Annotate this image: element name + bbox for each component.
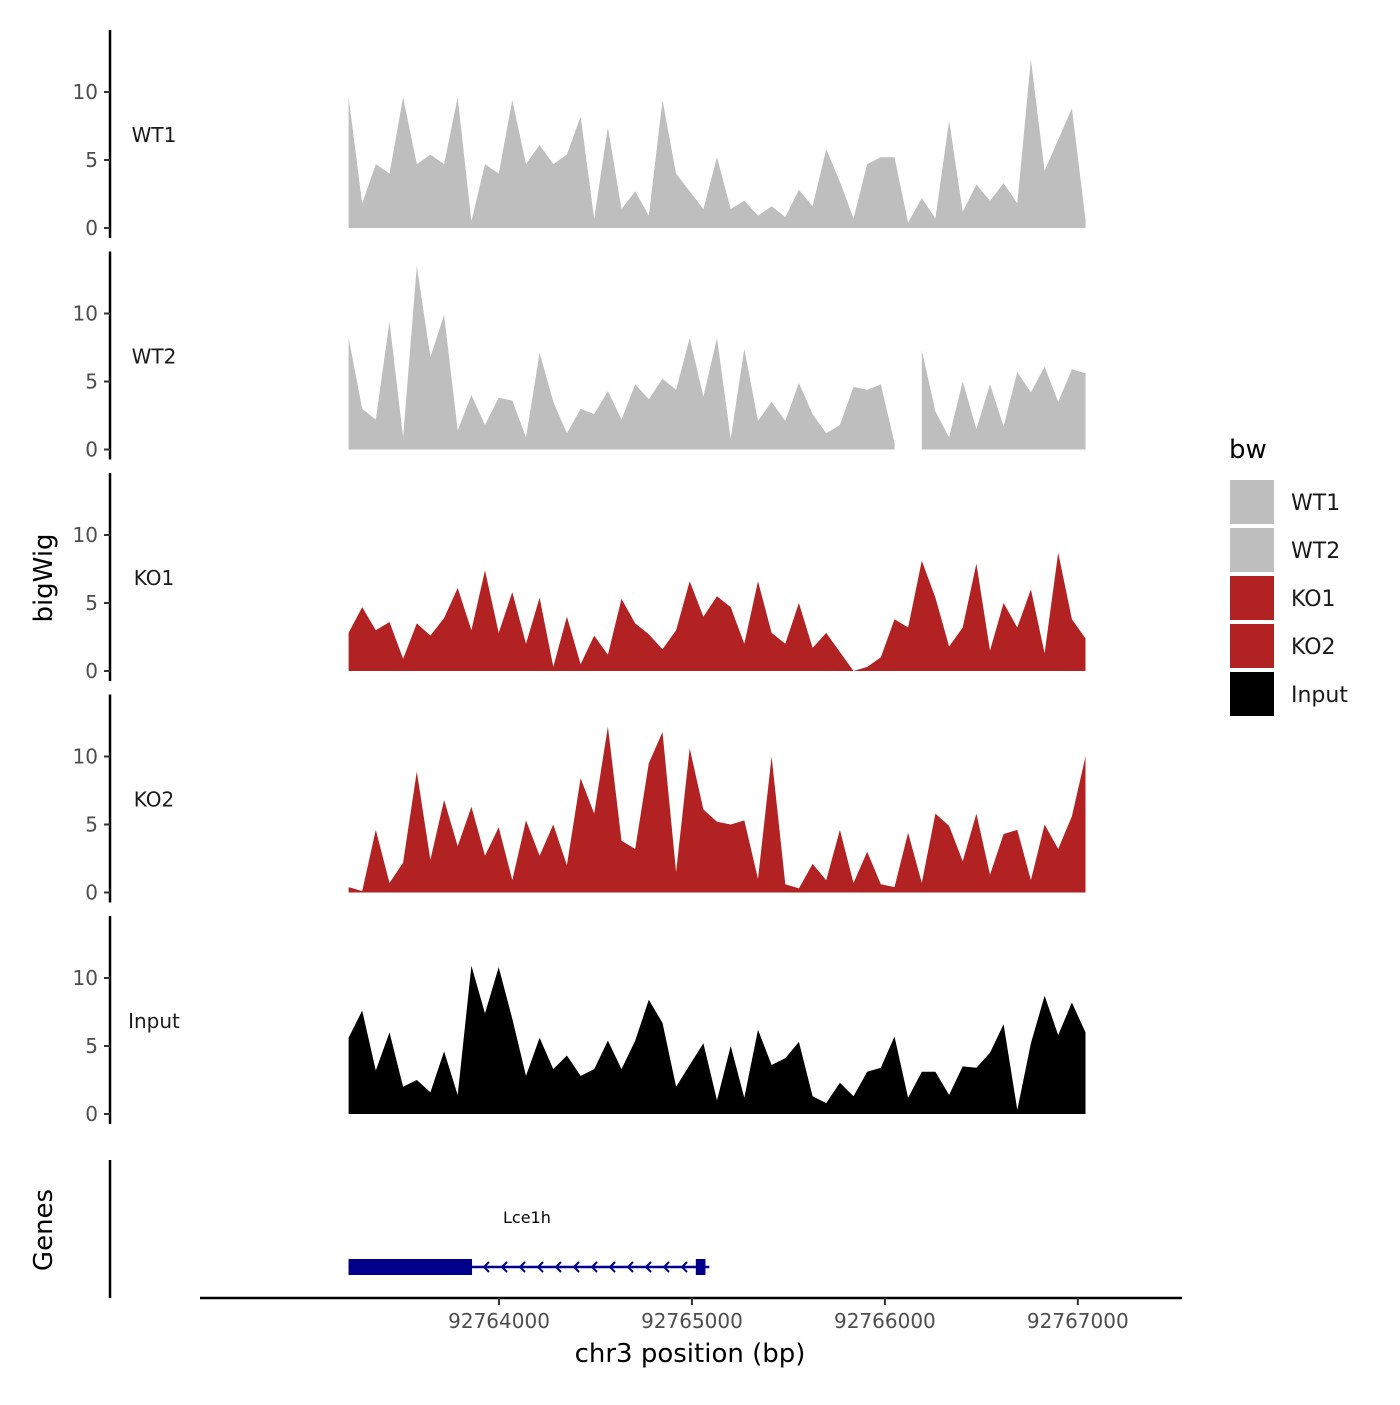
track-label: KO2 bbox=[134, 788, 175, 812]
y-tick-label: 0 bbox=[85, 659, 98, 683]
strand-arrow-icon bbox=[680, 1261, 688, 1273]
y-tick-label: 0 bbox=[85, 881, 98, 905]
y-tick-label: 10 bbox=[73, 745, 98, 769]
signal-tracks: 0 5 10 WT1 0 5 10 WT2 0 5 10 KO1 0 5 10 KO2 0 5 10 Input bbox=[73, 30, 1086, 1126]
legend-title: bw bbox=[1229, 435, 1267, 465]
strand-arrow-icon bbox=[572, 1261, 580, 1273]
gene-exon-block bbox=[695, 1259, 706, 1275]
legend-label: KO1 bbox=[1291, 587, 1336, 612]
y-tick-label: 5 bbox=[85, 1034, 98, 1058]
y-axis-title: bigWig bbox=[29, 533, 59, 622]
legend-label: WT1 bbox=[1291, 491, 1340, 516]
y-tick-label: 10 bbox=[73, 80, 98, 104]
legend-entry-wt1: WT1 bbox=[1230, 480, 1340, 524]
x-tick-label: 92766000 bbox=[834, 1309, 936, 1333]
signal-area-wt1 bbox=[348, 59, 1086, 229]
track-input: 0 5 10 Input bbox=[73, 916, 1086, 1126]
y-tick-label: 5 bbox=[85, 148, 98, 172]
gene-name-label: Lce1h bbox=[503, 1208, 551, 1227]
legend-label: WT2 bbox=[1291, 539, 1340, 564]
y-tick-label: 10 bbox=[73, 966, 98, 990]
y-tick-label: 0 bbox=[85, 438, 98, 462]
strand-arrow-icon bbox=[590, 1261, 598, 1273]
legend-key-swatch bbox=[1230, 480, 1274, 524]
y-tick-label: 5 bbox=[85, 591, 98, 615]
strand-arrow-icon bbox=[500, 1261, 508, 1273]
gene-exon-block bbox=[348, 1259, 473, 1275]
signal-area-input bbox=[348, 965, 1086, 1114]
strand-arrow-icon bbox=[608, 1261, 616, 1273]
legend-entry-ko1: KO1 bbox=[1230, 576, 1336, 620]
strand-arrow-icon bbox=[662, 1261, 670, 1273]
x-axis: 92764000 92765000 92766000 92767000 bbox=[200, 1296, 1182, 1333]
track-label: KO1 bbox=[134, 566, 175, 590]
strand-arrow-icon bbox=[554, 1261, 562, 1273]
legend-entry-input: Input bbox=[1230, 672, 1348, 716]
genes-axis-title: Genes bbox=[29, 1189, 59, 1271]
signal-area-wt2 bbox=[348, 265, 1086, 450]
track-label: WT1 bbox=[132, 123, 177, 147]
strand-arrow-icon bbox=[536, 1261, 544, 1273]
strand-arrow-icon bbox=[518, 1261, 526, 1273]
legend-key-swatch bbox=[1230, 624, 1274, 668]
x-tick-label: 92767000 bbox=[1027, 1309, 1129, 1333]
strand-arrow-icon bbox=[626, 1261, 634, 1273]
track-ko1: 0 5 10 KO1 bbox=[73, 473, 1086, 683]
y-tick-label: 5 bbox=[85, 813, 98, 837]
legend-label: Input bbox=[1291, 683, 1348, 708]
x-axis-title: chr3 position (bp) bbox=[575, 1339, 806, 1369]
y-tick-label: 0 bbox=[85, 1102, 98, 1126]
gene-lce1h: Lce1h bbox=[348, 1208, 710, 1275]
signal-area-ko1 bbox=[348, 552, 1086, 671]
signal-area-ko2 bbox=[348, 726, 1086, 893]
y-tick-label: 10 bbox=[73, 302, 98, 326]
track-ko2: 0 5 10 KO2 bbox=[73, 694, 1086, 905]
track-wt1: 0 5 10 WT1 bbox=[73, 30, 1086, 240]
track-label: Input bbox=[128, 1009, 180, 1033]
legend-entry-ko2: KO2 bbox=[1230, 624, 1336, 668]
y-tick-label: 0 bbox=[85, 216, 98, 240]
strand-arrow-icon bbox=[644, 1261, 652, 1273]
legend-key-swatch bbox=[1230, 528, 1274, 572]
legend-entry-wt2: WT2 bbox=[1230, 528, 1340, 572]
track-label: WT2 bbox=[132, 345, 177, 369]
legend-key-swatch bbox=[1230, 576, 1274, 620]
x-tick-label: 92764000 bbox=[448, 1309, 550, 1333]
track-wt2: 0 5 10 WT2 bbox=[73, 251, 1086, 462]
legend-label: KO2 bbox=[1291, 635, 1336, 660]
legend-key-swatch bbox=[1230, 672, 1274, 716]
strand-arrow-icon bbox=[482, 1261, 490, 1273]
gene-track: Lce1h bbox=[108, 1160, 710, 1298]
x-tick-label: 92765000 bbox=[641, 1309, 743, 1333]
legend: bw WT1 WT2 KO1 KO2 Input bbox=[1229, 435, 1348, 716]
y-tick-label: 10 bbox=[73, 523, 98, 547]
y-tick-label: 5 bbox=[85, 370, 98, 394]
